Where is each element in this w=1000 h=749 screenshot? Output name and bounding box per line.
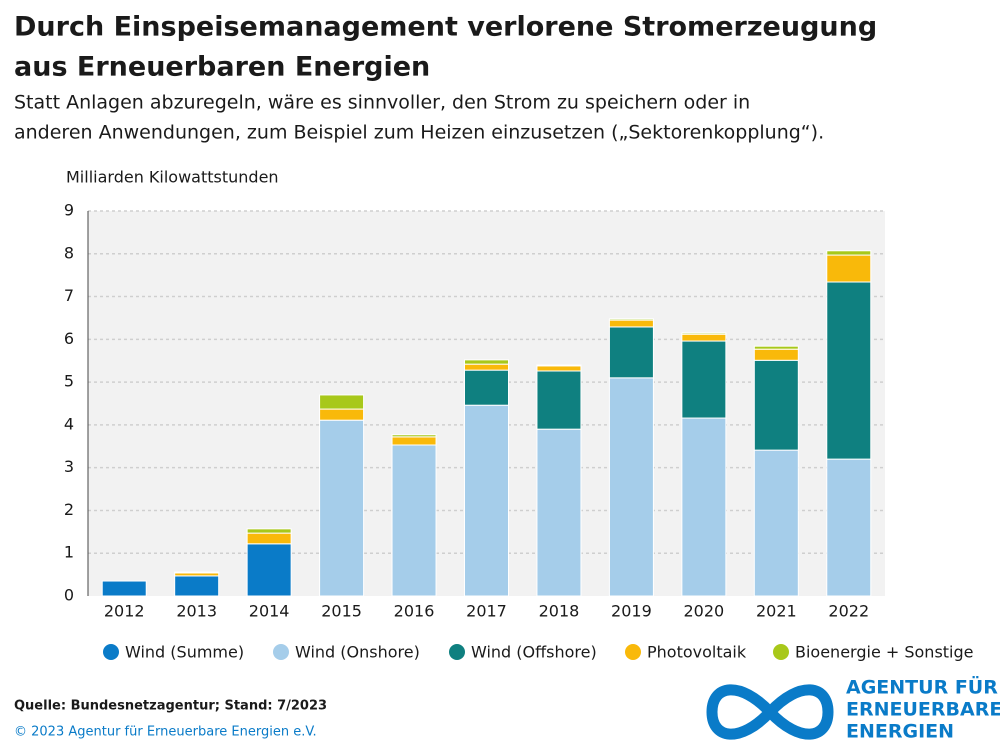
bar-segment [681,417,727,597]
bar-segment [608,326,654,379]
bar-segment [319,419,365,597]
bar-segment [753,348,799,361]
copyright: © 2023 Agentur für Erneuerbare Energien … [14,725,317,740]
bar-segment [681,333,727,342]
bar-segment [826,254,872,283]
legend-swatch [273,644,289,660]
bar-segment [826,250,872,256]
bar-segment [536,365,582,372]
y-tick-label: 6 [64,329,74,348]
bar-segment [464,359,509,365]
legend-label: Wind (Offshore) [471,643,597,662]
bar-segment [536,364,582,367]
y-tick-label: 0 [64,586,74,605]
legend-label: Wind (Summe) [125,643,244,662]
legend-swatch [449,644,465,660]
plot: 0 1 2 3 4 5 6 7 8 9 2012 2013 2014 2015 2016 2017 2018 20… [64,201,974,662]
bar-segment [826,281,872,460]
bar-segment [391,434,437,438]
x-tick-label: 2017 [466,602,507,621]
subtitle-line: anderen Anwendungen, zum Beispiel zum He… [14,122,824,144]
bar-segment [319,408,365,421]
bar-segment [101,580,147,597]
x-tick-label: 2016 [394,602,435,621]
x-tick-label: 2022 [828,602,869,621]
bar-segment [246,528,292,534]
logo-text: ENERGIEN [846,721,954,743]
y-axis-label: Milliarden Kilowattstunden [66,168,279,187]
x-tick-label: 2015 [321,602,362,621]
bar-segment [536,370,582,430]
legend-swatch [103,644,119,660]
legend-label: Wind (Onshore) [295,643,420,662]
bar-segment [246,532,292,545]
x-tick-label: 2014 [249,602,290,621]
bar-segment [391,436,437,446]
bar-segment [174,575,220,597]
bar-segment [753,359,799,451]
legend-label: Bioenergie + Sonstige [795,643,974,662]
bar-segment [608,319,654,328]
bar-segment [681,340,727,419]
x-tick-label: 2020 [684,602,725,621]
bar-segment [608,318,654,321]
bar-segment [681,332,727,335]
y-tick-label: 5 [64,372,74,391]
legend-swatch [625,644,641,660]
y-tick-label: 8 [64,243,74,262]
y-tick-label: 4 [64,414,74,433]
bar-segment [319,394,365,410]
legend-label: Photovoltaik [647,643,747,662]
bar-segment [464,363,509,371]
bar-segment [246,543,292,597]
bar-segment [464,404,509,597]
x-tick-label: 2018 [539,602,580,621]
x-tick-label: 2021 [756,602,797,621]
bar-segment [536,428,582,597]
bar-segment [826,458,872,597]
subtitle-line: Statt Anlagen abzuregeln, wäre es sinnvo… [14,92,750,114]
bar-segment [753,449,799,597]
title-line: Durch Einspeisemanagement verlorene Stro… [14,12,877,43]
bar-segment [174,571,220,574]
y-tick-label: 2 [64,500,74,519]
bar-segment [464,369,509,406]
title-line: aus Erneuerbaren Energien [14,52,430,83]
y-tick-label: 3 [64,457,74,476]
legend-swatch [773,644,789,660]
bar-segment [753,345,799,350]
x-tick-label: 2019 [611,602,652,621]
y-tick-label: 7 [64,286,74,305]
logo-text: AGENTUR FÜR [846,675,998,699]
source: Quelle: Bundesnetzagentur; Stand: 7/2023 [14,699,327,714]
logo-text: ERNEUERBARE [846,699,1000,721]
y-tick-label: 9 [64,201,74,220]
y-tick-label: 1 [64,543,74,562]
logo-symbol [706,684,834,740]
bar-segment [608,377,654,597]
x-tick-label: 2012 [104,602,145,621]
bar-segment [391,444,437,597]
x-tick-label: 2013 [176,602,217,621]
